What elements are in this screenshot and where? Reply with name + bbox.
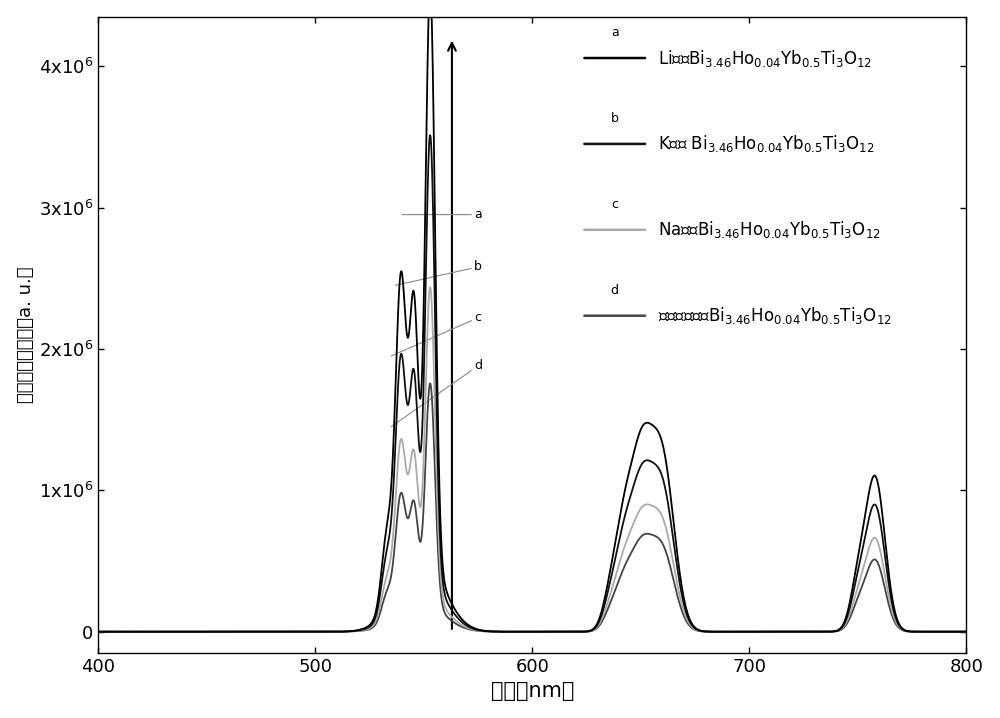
Text: a: a: [402, 208, 482, 221]
Text: b: b: [395, 261, 482, 285]
Text: c: c: [391, 312, 481, 356]
X-axis label: 波长（nm）: 波长（nm）: [491, 681, 574, 701]
Text: d: d: [391, 360, 482, 426]
Text: d: d: [611, 284, 619, 297]
Text: K掺杂 Bi$_{3.46}$Ho$_{0.04}$Yb$_{0.5}$Ti$_3$O$_{12}$: K掺杂 Bi$_{3.46}$Ho$_{0.04}$Yb$_{0.5}$Ti$_…: [658, 134, 874, 154]
Text: Li掺杂Bi$_{3.46}$Ho$_{0.04}$Yb$_{0.5}$Ti$_3$O$_{12}$: Li掺杂Bi$_{3.46}$Ho$_{0.04}$Yb$_{0.5}$Ti$_…: [658, 47, 872, 68]
Text: a: a: [611, 26, 619, 39]
Text: Na掺杂Bi$_{3.46}$Ho$_{0.04}$Yb$_{0.5}$Ti$_3$O$_{12}$: Na掺杂Bi$_{3.46}$Ho$_{0.04}$Yb$_{0.5}$Ti$_…: [658, 219, 881, 241]
Text: b: b: [611, 112, 619, 125]
Text: c: c: [611, 197, 618, 210]
Y-axis label: 上转换荧光强度（a. u.）: 上转换荧光强度（a. u.）: [17, 266, 35, 403]
Text: 无碱金属掺杂Bi$_{3.46}$Ho$_{0.04}$Yb$_{0.5}$Ti$_3$O$_{12}$: 无碱金属掺杂Bi$_{3.46}$Ho$_{0.04}$Yb$_{0.5}$Ti…: [658, 305, 892, 326]
